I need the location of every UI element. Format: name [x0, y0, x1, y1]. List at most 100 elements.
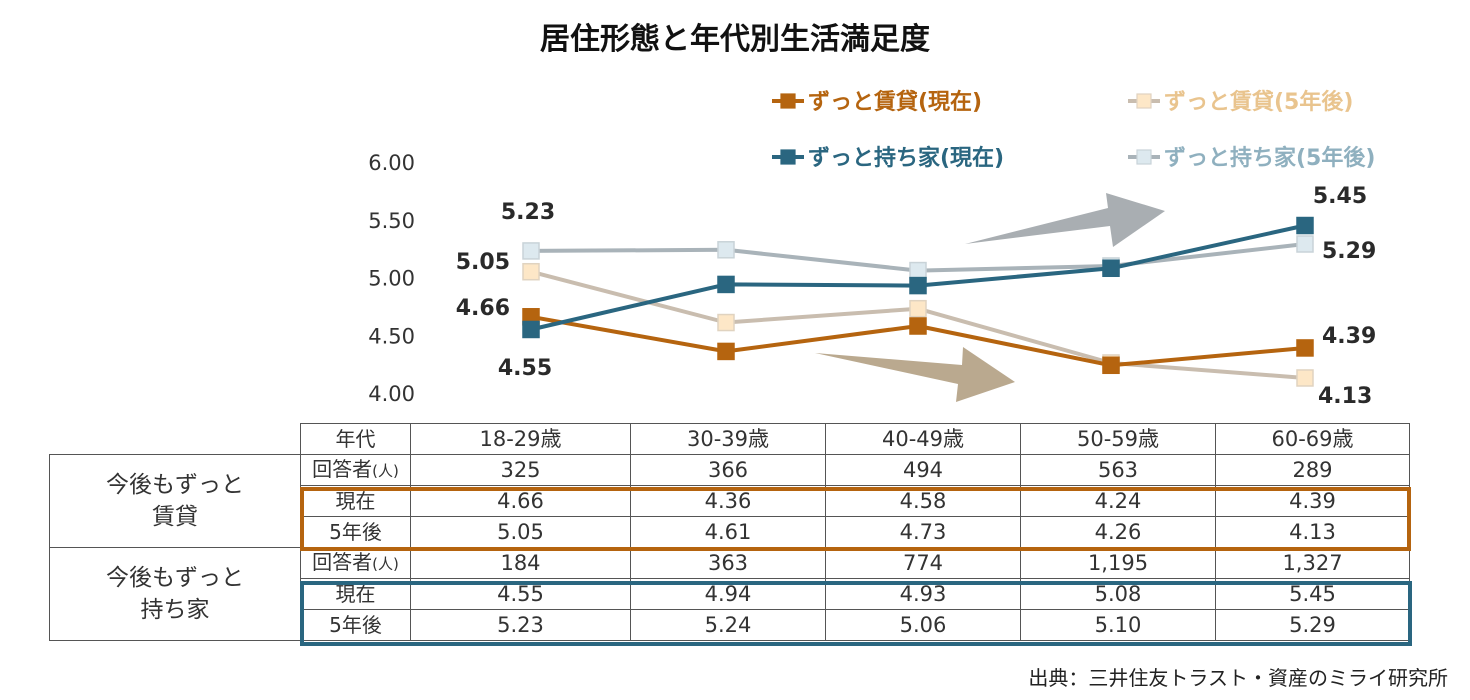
y-tick-label: 5.00 — [368, 267, 415, 291]
table-cell: 4.39 — [1215, 485, 1410, 517]
legend-marker-icon — [1136, 149, 1152, 165]
table-cell: 4.94 — [630, 578, 826, 610]
data-labels: 5.23 5.05 4.66 4.55 5.45 5.29 4.39 4.13 — [456, 184, 1377, 409]
table-cell: 363 — [630, 547, 826, 579]
table-cell: 4.66 — [410, 485, 631, 517]
table-column-header: 60-69歳 — [1215, 423, 1410, 455]
table-row: 今後もずっと 持ち家 回答者(人) 184 363 774 1,195 1,327 — [49, 547, 1410, 641]
table-cell: 4.58 — [825, 485, 1021, 517]
data-point-marker — [717, 342, 735, 361]
table-header-label: 年代 — [300, 423, 411, 455]
table-corner — [50, 424, 301, 455]
line-chart: 6.00 5.50 5.00 4.50 4.00 5.23 5.05 4.66 4.55 5.4… — [368, 89, 1377, 409]
legend-label: ずっと賃貸(5年後) — [1164, 89, 1353, 115]
table-column-header: 30-39歳 — [630, 423, 826, 455]
table-cell: 5.24 — [630, 609, 826, 641]
table-cell: 5.29 — [1215, 609, 1410, 641]
table-column-header: 40-49歳 — [825, 423, 1021, 455]
row-label-unit: (人) — [372, 555, 399, 573]
row-label-text: 5年後 — [329, 520, 382, 544]
series-rent-5yr — [522, 262, 1314, 387]
group-label-line2: 賃貸 — [152, 504, 198, 530]
row-label-unit: (人) — [372, 462, 399, 480]
table-row: 5年後 5.23 5.24 5.06 5.10 5.29 — [50, 609, 1410, 641]
legend-label: ずっと持ち家(5年後) — [1164, 145, 1375, 171]
table-row-label: 回答者(人) — [300, 547, 411, 579]
legend: ずっと賃貸(現在) ずっと賃貸(5年後) ずっと持ち家(現在) ずっと持ち家(5年後) — [772, 89, 1375, 171]
table-cell: 1,327 — [1215, 547, 1410, 579]
group-label-line1: 今後もずっと — [106, 472, 244, 498]
trend-arrows — [815, 193, 1165, 402]
legend-item-owner-5yr: ずっと持ち家(5年後) — [1128, 145, 1375, 171]
table-cell: 4.13 — [1215, 516, 1410, 548]
legend-item-rent-current: ずっと賃貸(現在) — [772, 89, 982, 115]
row-label-text: 回答者 — [312, 550, 373, 574]
table-cell: 5.06 — [825, 609, 1021, 641]
data-point-marker — [522, 320, 540, 339]
table-cell: 289 — [1215, 454, 1410, 486]
table-cell: 4.26 — [1020, 516, 1216, 548]
series-rent-current — [522, 308, 1314, 375]
legend-marker-icon — [780, 149, 796, 165]
data-table: 年代 18-29歳 30-39歳 40-49歳 50-59歳 60-69歳 今後もずっと 賃貸… — [49, 423, 1410, 641]
table-cell: 325 — [410, 454, 631, 486]
data-point-marker — [717, 241, 735, 259]
table-row-label: 現在 — [300, 578, 411, 610]
row-label-text: 回答者 — [312, 457, 373, 481]
legend-item-owner-current: ずっと持ち家(現在) — [772, 145, 1004, 171]
table-cell: 4.24 — [1020, 485, 1216, 517]
source-credit: 出典：三井住友トラスト・資産のミライ研究所 — [1028, 666, 1448, 690]
y-tick-label: 4.50 — [368, 324, 415, 348]
table-cell: 5.23 — [410, 609, 631, 641]
legend-item-rent-5yr: ずっと賃貸(5年後) — [1128, 89, 1353, 115]
data-point-marker — [1296, 339, 1314, 357]
trend-arrow-down — [815, 347, 1015, 402]
table-header-row: 年代 18-29歳 30-39歳 40-49歳 50-59歳 60-69歳 — [50, 423, 1410, 455]
data-point-marker — [1102, 356, 1120, 375]
table-column-header: 18-29歳 — [410, 423, 631, 455]
table-row-label: 回答者(人) — [300, 454, 411, 486]
group-label-line1: 今後もずっと — [106, 565, 244, 591]
data-point-marker — [522, 242, 540, 260]
data-point-marker — [522, 262, 540, 281]
table-group-label: 今後もずっと 賃貸 — [49, 454, 301, 548]
data-point-marker — [1102, 259, 1120, 278]
y-tick-label: 5.50 — [368, 209, 415, 233]
table-cell: 494 — [825, 454, 1021, 486]
table-cell: 366 — [630, 454, 826, 486]
legend-label: ずっと賃貸(現在) — [808, 89, 982, 115]
y-tick-label: 6.00 — [368, 151, 415, 175]
table-cell: 5.08 — [1020, 578, 1216, 610]
chart-title: 居住形態と年代別生活満足度 — [540, 22, 930, 57]
data-label-rent-5yr-first: 5.05 — [456, 250, 510, 275]
data-label-owner-current-first: 4.55 — [498, 356, 552, 381]
data-label-rent-5yr-last: 4.13 — [1318, 384, 1372, 409]
table-cell: 4.73 — [825, 516, 1021, 548]
table-cell: 1,195 — [1020, 547, 1216, 579]
table-cell: 4.36 — [630, 485, 826, 517]
data-point-marker — [909, 299, 927, 318]
table-cell: 774 — [825, 547, 1021, 579]
table-row: 今後もずっと 賃貸 回答者(人) 325 366 494 563 289 — [49, 454, 1410, 548]
row-label-text: 現在 — [335, 582, 376, 606]
data-point-marker — [909, 261, 927, 280]
table-cell: 4.55 — [410, 578, 631, 610]
data-label-rent-current-first: 4.66 — [456, 296, 510, 321]
data-point-marker — [717, 275, 735, 294]
y-axis-ticks: 6.00 5.50 5.00 4.50 4.00 — [368, 151, 415, 406]
data-point-marker — [1296, 369, 1314, 387]
data-label-rent-current-last: 4.39 — [1322, 324, 1376, 349]
data-point-marker — [909, 317, 927, 335]
table-column-header: 50-59歳 — [1020, 423, 1216, 455]
row-label-text: 現在 — [335, 489, 376, 513]
data-point-marker — [717, 313, 735, 332]
table-cell: 4.93 — [825, 578, 1021, 610]
legend-marker-icon — [780, 93, 796, 109]
table-row-label: 現在 — [300, 485, 411, 517]
series-owner-current — [522, 216, 1314, 339]
row-label-text: 5年後 — [329, 613, 382, 637]
table-cell: 5.10 — [1020, 609, 1216, 641]
legend-marker-icon — [1136, 93, 1152, 109]
series-group — [522, 216, 1314, 387]
data-point-marker — [909, 276, 927, 295]
